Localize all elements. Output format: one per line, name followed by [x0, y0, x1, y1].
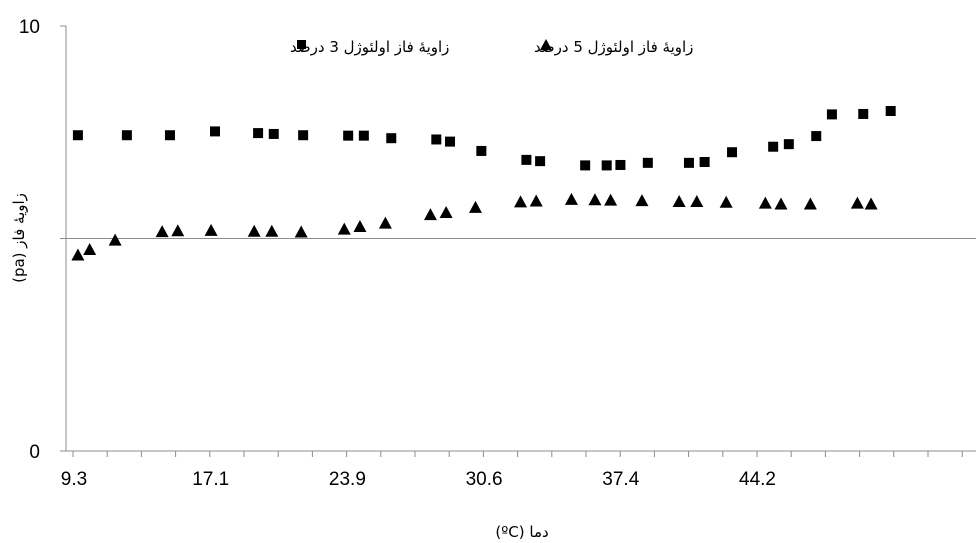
data-point-square	[121, 130, 132, 141]
data-point-square	[727, 147, 738, 158]
data-point-square	[210, 126, 221, 137]
data-point-triangle	[529, 194, 543, 207]
legend-label-series-5: زاویۀ فاز اولئوژل 5 درصد	[534, 38, 693, 56]
data-point-triangle	[672, 194, 686, 207]
data-point-triangle	[758, 196, 772, 209]
data-point-triangle	[514, 195, 528, 208]
data-point-triangle	[635, 194, 649, 207]
x-tick-label: 37.4	[602, 469, 639, 490]
data-point-square	[601, 160, 612, 171]
data-point-square	[431, 134, 442, 145]
data-point-triangle	[204, 223, 218, 236]
data-point-triangle	[719, 195, 733, 208]
data-point-square	[580, 160, 591, 171]
data-points	[71, 106, 896, 261]
legend-marker-triangle	[540, 39, 552, 50]
data-point-square	[783, 139, 794, 150]
data-point-triangle	[378, 216, 392, 229]
data-point-triangle	[850, 196, 864, 209]
data-point-square	[72, 130, 83, 141]
data-point-triangle	[439, 206, 453, 218]
data-point-square	[343, 130, 354, 141]
x-tick-label: 23.9	[329, 469, 366, 490]
data-point-square	[521, 154, 532, 165]
data-point-square	[768, 141, 779, 152]
data-point-square	[683, 157, 694, 168]
data-point-square	[268, 128, 279, 139]
data-point-triangle	[265, 224, 279, 237]
data-point-square	[445, 136, 456, 147]
x-tick-label: 30.6	[466, 469, 503, 490]
data-point-square	[535, 156, 546, 167]
data-point-triangle	[588, 193, 602, 206]
y-tick-label: 10	[19, 17, 40, 38]
data-point-square	[811, 131, 822, 142]
data-point-triangle	[564, 192, 578, 205]
data-point-square	[358, 130, 369, 141]
data-point-triangle	[71, 248, 85, 261]
data-point-triangle	[294, 225, 308, 238]
data-point-square	[476, 145, 487, 156]
data-point-triangle	[864, 197, 878, 210]
x-tick-label: 17.1	[192, 469, 229, 490]
data-point-triangle	[155, 225, 169, 238]
data-point-triangle	[774, 197, 788, 210]
data-point-triangle	[337, 222, 351, 235]
data-point-square	[164, 130, 175, 141]
data-point-triangle	[247, 224, 261, 237]
data-point-square	[885, 106, 896, 116]
data-point-square	[298, 130, 309, 141]
data-point-square	[826, 109, 837, 120]
data-point-triangle	[604, 193, 618, 206]
data-point-triangle	[803, 197, 817, 210]
x-axis-title: دما (ºC)	[495, 523, 548, 541]
data-point-square	[386, 133, 397, 144]
axis-ticks: 0 10 9.3 17.1 23.9 30.6 37.4 44.2	[19, 17, 963, 490]
legend-marker-square	[297, 40, 306, 49]
data-point-triangle	[690, 194, 704, 207]
y-tick-label: 0	[29, 442, 40, 463]
y-axis-title: زاویۀ فاز (pa)	[10, 193, 28, 283]
x-tick-label: 44.2	[739, 469, 776, 490]
data-point-square	[642, 157, 653, 168]
data-point-square	[615, 159, 626, 170]
x-tick-label: 9.3	[61, 469, 87, 490]
data-point-triangle	[83, 242, 97, 255]
data-point-triangle	[171, 224, 185, 237]
data-point-triangle	[468, 200, 482, 213]
data-point-square	[699, 157, 710, 167]
data-point-square	[253, 128, 264, 139]
data-point-triangle	[108, 233, 122, 246]
data-point-square	[858, 108, 869, 119]
data-point-triangle	[423, 208, 437, 221]
legend: زاویۀ فاز اولئوژل 3 درصد زاویۀ فاز اولئو…	[290, 38, 693, 56]
legend-label-series-3: زاویۀ فاز اولئوژل 3 درصد	[290, 38, 449, 56]
data-point-triangle	[353, 220, 367, 233]
